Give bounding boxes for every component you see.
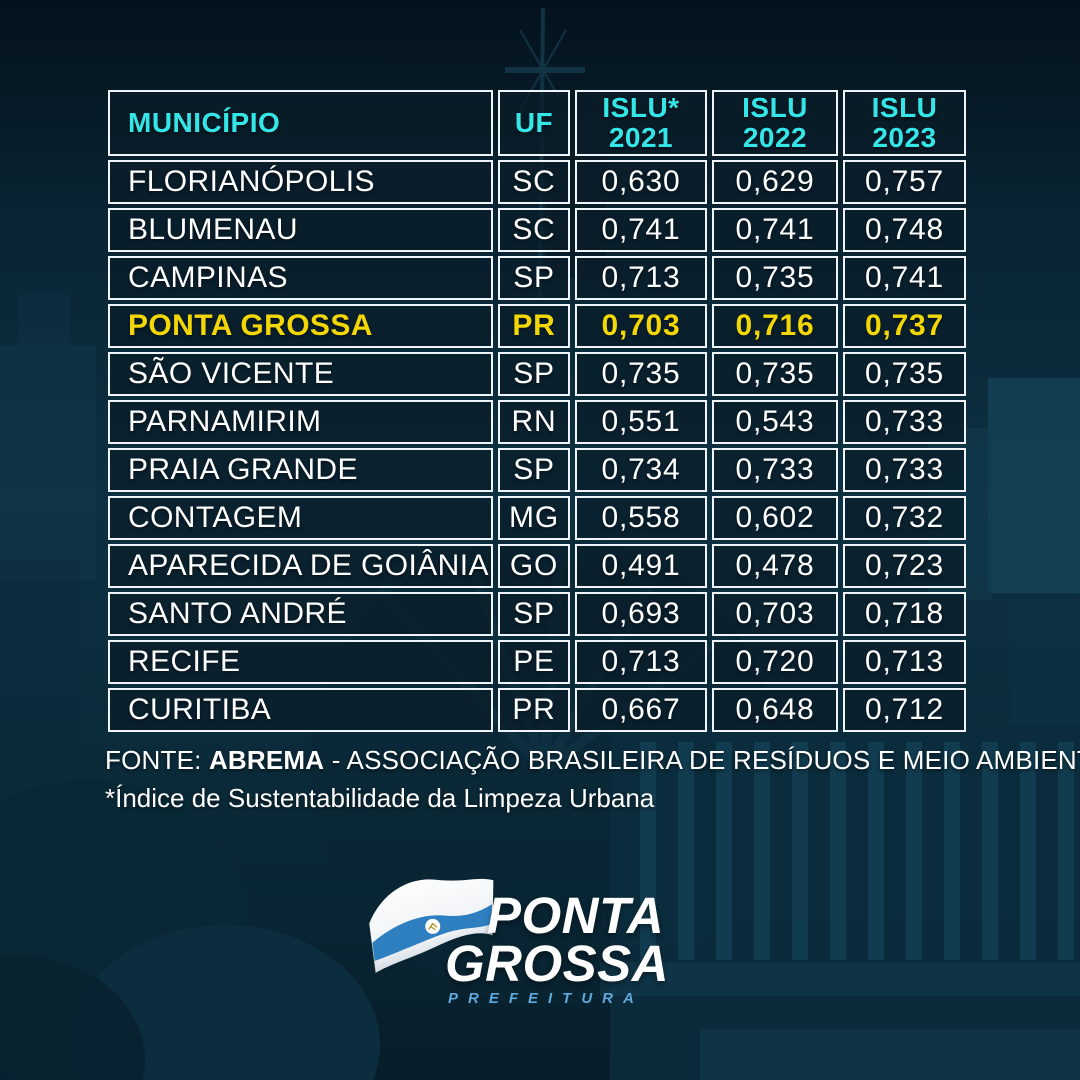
islu-2021-cell: 0,491 <box>575 544 707 589</box>
islu-2021-cell: 0,693 <box>575 592 707 637</box>
source-label: FONTE: <box>105 745 209 775</box>
uf-cell: GO <box>498 544 570 589</box>
column-header-islu-2022: ISLU 2022 <box>712 90 838 157</box>
islu-2023-cell: 0,757 <box>843 160 966 205</box>
table-row: PRAIA GRANDE SP 0,734 0,733 0,733 <box>108 448 966 493</box>
table-header: MUNICÍPIO UF ISLU* 2021 ISLU 2022 ISLU 2… <box>108 90 966 157</box>
table-row: RECIFE PE 0,713 0,720 0,713 <box>108 640 966 685</box>
uf-cell: MG <box>498 496 570 541</box>
column-header-islu-2021: ISLU* 2021 <box>575 90 707 157</box>
islu-ranking-table: MUNICÍPIO UF ISLU* 2021 ISLU 2022 ISLU 2… <box>103 86 971 736</box>
municipio-cell: CONTAGEM <box>108 496 493 541</box>
table-row: SANTO ANDRÉ SP 0,693 0,703 0,718 <box>108 592 966 637</box>
islu-2022-cell: 0,478 <box>712 544 838 589</box>
islu-2023-cell: 0,733 <box>843 400 966 445</box>
islu-2022-cell: 0,716 <box>712 304 838 349</box>
municipio-cell: PRAIA GRANDE <box>108 448 493 493</box>
islu-2021-cell: 0,630 <box>575 160 707 205</box>
municipio-cell: FLORIANÓPOLIS <box>108 160 493 205</box>
islu-2021-cell: 0,713 <box>575 640 707 685</box>
islu-2022-cell: 0,602 <box>712 496 838 541</box>
table-row: CAMPINAS SP 0,713 0,735 0,741 <box>108 256 966 301</box>
logo-text-line1: PONTA <box>487 887 665 944</box>
uf-cell: PE <box>498 640 570 685</box>
table-row: SÃO VICENTE SP 0,735 0,735 0,735 <box>108 352 966 397</box>
islu-2022-cell: 0,741 <box>712 208 838 253</box>
uf-cell: SC <box>498 208 570 253</box>
islu-2023-cell: 0,723 <box>843 544 966 589</box>
islu-2021-cell: 0,713 <box>575 256 707 301</box>
islu-2021-cell: 0,667 <box>575 688 707 733</box>
islu-2021-cell: 0,741 <box>575 208 707 253</box>
uf-cell: PR <box>498 304 570 349</box>
islu-2021-cell: 0,558 <box>575 496 707 541</box>
logo-text-line2: GROSSA <box>445 935 670 992</box>
municipio-cell: SANTO ANDRÉ <box>108 592 493 637</box>
islu-2021-cell: 0,551 <box>575 400 707 445</box>
municipio-cell: PARNAMIRIM <box>108 400 493 445</box>
uf-cell: SP <box>498 256 570 301</box>
municipio-cell: SÃO VICENTE <box>108 352 493 397</box>
header-row: MUNICÍPIO UF ISLU* 2021 ISLU 2022 ISLU 2… <box>108 90 966 157</box>
municipio-cell: APARECIDA DE GOIÂNIA <box>108 544 493 589</box>
municipio-cell: RECIFE <box>108 640 493 685</box>
source-description: - ASSOCIAÇÃO BRASILEIRA DE RESÍDUOS E ME… <box>324 745 1080 775</box>
islu-2023-cell: 0,732 <box>843 496 966 541</box>
column-header-islu-2023: ISLU 2023 <box>843 90 966 157</box>
islu-2022-cell: 0,735 <box>712 256 838 301</box>
column-header-municipio: MUNICÍPIO <box>108 90 493 157</box>
source-line: FONTE: ABREMA - ASSOCIAÇÃO BRASILEIRA DE… <box>105 745 1080 776</box>
islu-2021-cell: 0,703 <box>575 304 707 349</box>
uf-cell: SP <box>498 352 570 397</box>
source-name: ABREMA <box>208 745 325 775</box>
table-row: FLORIANÓPOLIS SC 0,630 0,629 0,757 <box>108 160 966 205</box>
islu-2022-cell: 0,720 <box>712 640 838 685</box>
islu-2023-cell: 0,735 <box>843 352 966 397</box>
islu-2022-cell: 0,543 <box>712 400 838 445</box>
logo-subtitle: PREFEITURA <box>448 990 644 1007</box>
islu-2023-cell: 0,748 <box>843 208 966 253</box>
islu-2023-cell: 0,712 <box>843 688 966 733</box>
table-row-highlighted-ponta-grossa: PONTA GROSSA PR 0,703 0,716 0,737 <box>108 304 966 349</box>
islu-2023-cell: 0,741 <box>843 256 966 301</box>
islu-2021-cell: 0,734 <box>575 448 707 493</box>
table-row: APARECIDA DE GOIÂNIA GO 0,491 0,478 0,72… <box>108 544 966 589</box>
municipio-cell: CURITIBA <box>108 688 493 733</box>
uf-cell: SP <box>498 592 570 637</box>
municipio-cell: CAMPINAS <box>108 256 493 301</box>
uf-cell: RN <box>498 400 570 445</box>
islu-2023-cell: 0,737 <box>843 304 966 349</box>
islu-2023-cell: 0,713 <box>843 640 966 685</box>
footnote: *Índice de Sustentabilidade da Limpeza U… <box>105 783 655 813</box>
municipio-cell: PONTA GROSSA <box>108 304 493 349</box>
islu-2021-cell: 0,735 <box>575 352 707 397</box>
uf-cell: PR <box>498 688 570 733</box>
islu-2022-cell: 0,733 <box>712 448 838 493</box>
islu-2022-cell: 0,648 <box>712 688 838 733</box>
uf-cell: SP <box>498 448 570 493</box>
table-row: BLUMENAU SC 0,741 0,741 0,748 <box>108 208 966 253</box>
islu-2022-cell: 0,703 <box>712 592 838 637</box>
table-row: PARNAMIRIM RN 0,551 0,543 0,733 <box>108 400 966 445</box>
ponta-grossa-flag-icon <box>369 878 494 973</box>
islu-2022-cell: 0,629 <box>712 160 838 205</box>
column-header-uf: UF <box>498 90 570 157</box>
islu-2023-cell: 0,733 <box>843 448 966 493</box>
table-row: CONTAGEM MG 0,558 0,602 0,732 <box>108 496 966 541</box>
islu-2023-cell: 0,718 <box>843 592 966 637</box>
islu-2022-cell: 0,735 <box>712 352 838 397</box>
municipio-cell: BLUMENAU <box>108 208 493 253</box>
uf-cell: SC <box>498 160 570 205</box>
table-row: CURITIBA PR 0,667 0,648 0,712 <box>108 688 966 733</box>
